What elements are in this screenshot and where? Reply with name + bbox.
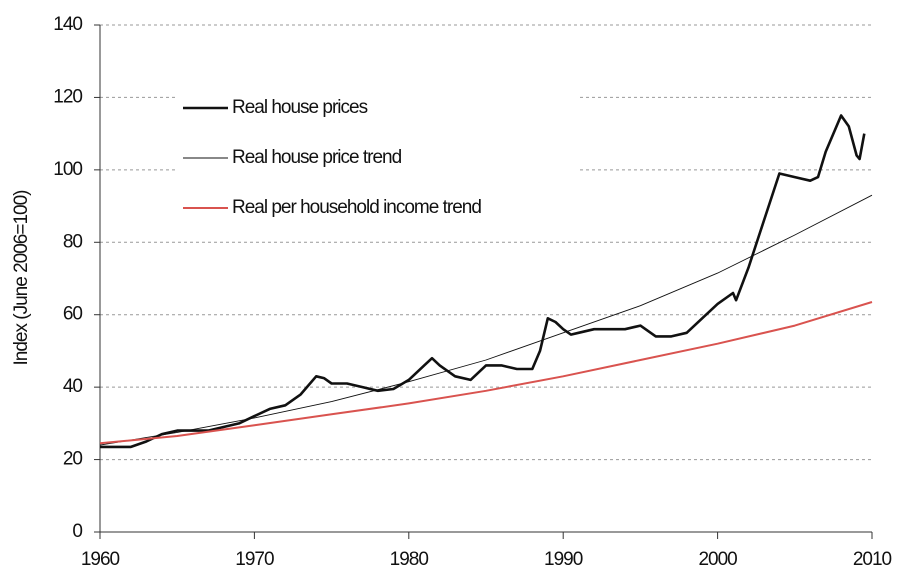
y-tick-label: 100 bbox=[53, 159, 82, 180]
y-tick-label: 140 bbox=[53, 14, 82, 35]
y-tick-label: 40 bbox=[63, 376, 83, 397]
series-line bbox=[100, 114, 866, 449]
series-line bbox=[99, 194, 873, 446]
series-line bbox=[99, 301, 873, 445]
x-tick-label: 1960 bbox=[81, 549, 120, 570]
legend-label: Real house prices bbox=[232, 97, 368, 118]
y-tick-label: 20 bbox=[63, 449, 83, 470]
x-tick-label: 1970 bbox=[235, 549, 274, 570]
legend-bg bbox=[178, 144, 578, 172]
legend-label: Real per household income trend bbox=[232, 197, 481, 218]
x-tick-label: 1990 bbox=[544, 549, 583, 570]
legend-bg bbox=[178, 94, 578, 122]
legend-label: Real house price trend bbox=[232, 147, 402, 168]
x-tick-label: 2000 bbox=[698, 549, 737, 570]
y-tick-label: 0 bbox=[72, 521, 82, 542]
x-tick-label: 2010 bbox=[853, 549, 892, 570]
y-axis-label: Index (June 2006=100) bbox=[11, 190, 32, 366]
legend-bg bbox=[178, 194, 578, 222]
x-tick-label: 1980 bbox=[390, 549, 429, 570]
y-tick-label: 80 bbox=[63, 231, 83, 252]
y-tick-label: 60 bbox=[63, 304, 83, 325]
y-tick-label: 120 bbox=[53, 86, 82, 107]
